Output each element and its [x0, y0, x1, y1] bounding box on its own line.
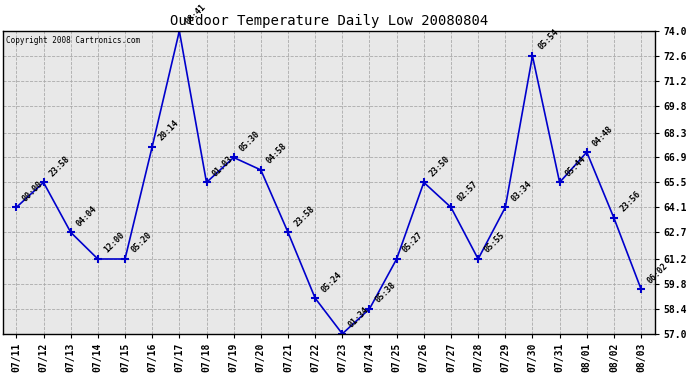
- Text: 23:56: 23:56: [618, 190, 642, 214]
- Text: 00:00: 00:00: [21, 179, 45, 203]
- Text: 23:50: 23:50: [428, 154, 452, 178]
- Text: 12:00: 12:00: [102, 231, 126, 255]
- Text: 05:38: 05:38: [374, 280, 397, 305]
- Title: Outdoor Temperature Daily Low 20080804: Outdoor Temperature Daily Low 20080804: [170, 14, 488, 28]
- Text: 05:30: 05:30: [238, 129, 262, 153]
- Text: 05:54: 05:54: [537, 28, 561, 52]
- Text: 05:27: 05:27: [401, 231, 425, 255]
- Text: 03:34: 03:34: [509, 179, 533, 203]
- Text: 23:58: 23:58: [48, 154, 72, 178]
- Text: 05:24: 05:24: [319, 270, 344, 294]
- Text: 01:34: 01:34: [346, 306, 371, 330]
- Text: 05:20: 05:20: [129, 231, 153, 255]
- Text: 23:58: 23:58: [292, 204, 316, 228]
- Text: 05:44: 05:44: [564, 154, 588, 178]
- Text: 04:58: 04:58: [265, 142, 289, 166]
- Text: 01:03: 01:03: [210, 154, 235, 178]
- Text: 04:48: 04:48: [591, 124, 615, 148]
- Text: Copyright 2008 Cartronics.com: Copyright 2008 Cartronics.com: [6, 36, 140, 45]
- Text: 20:14: 20:14: [157, 118, 180, 142]
- Text: 02:57: 02:57: [455, 179, 479, 203]
- Text: 06:41: 06:41: [184, 3, 208, 27]
- Text: 04:04: 04:04: [75, 204, 99, 228]
- Text: 06:02: 06:02: [645, 261, 669, 285]
- Text: 05:55: 05:55: [482, 231, 506, 255]
